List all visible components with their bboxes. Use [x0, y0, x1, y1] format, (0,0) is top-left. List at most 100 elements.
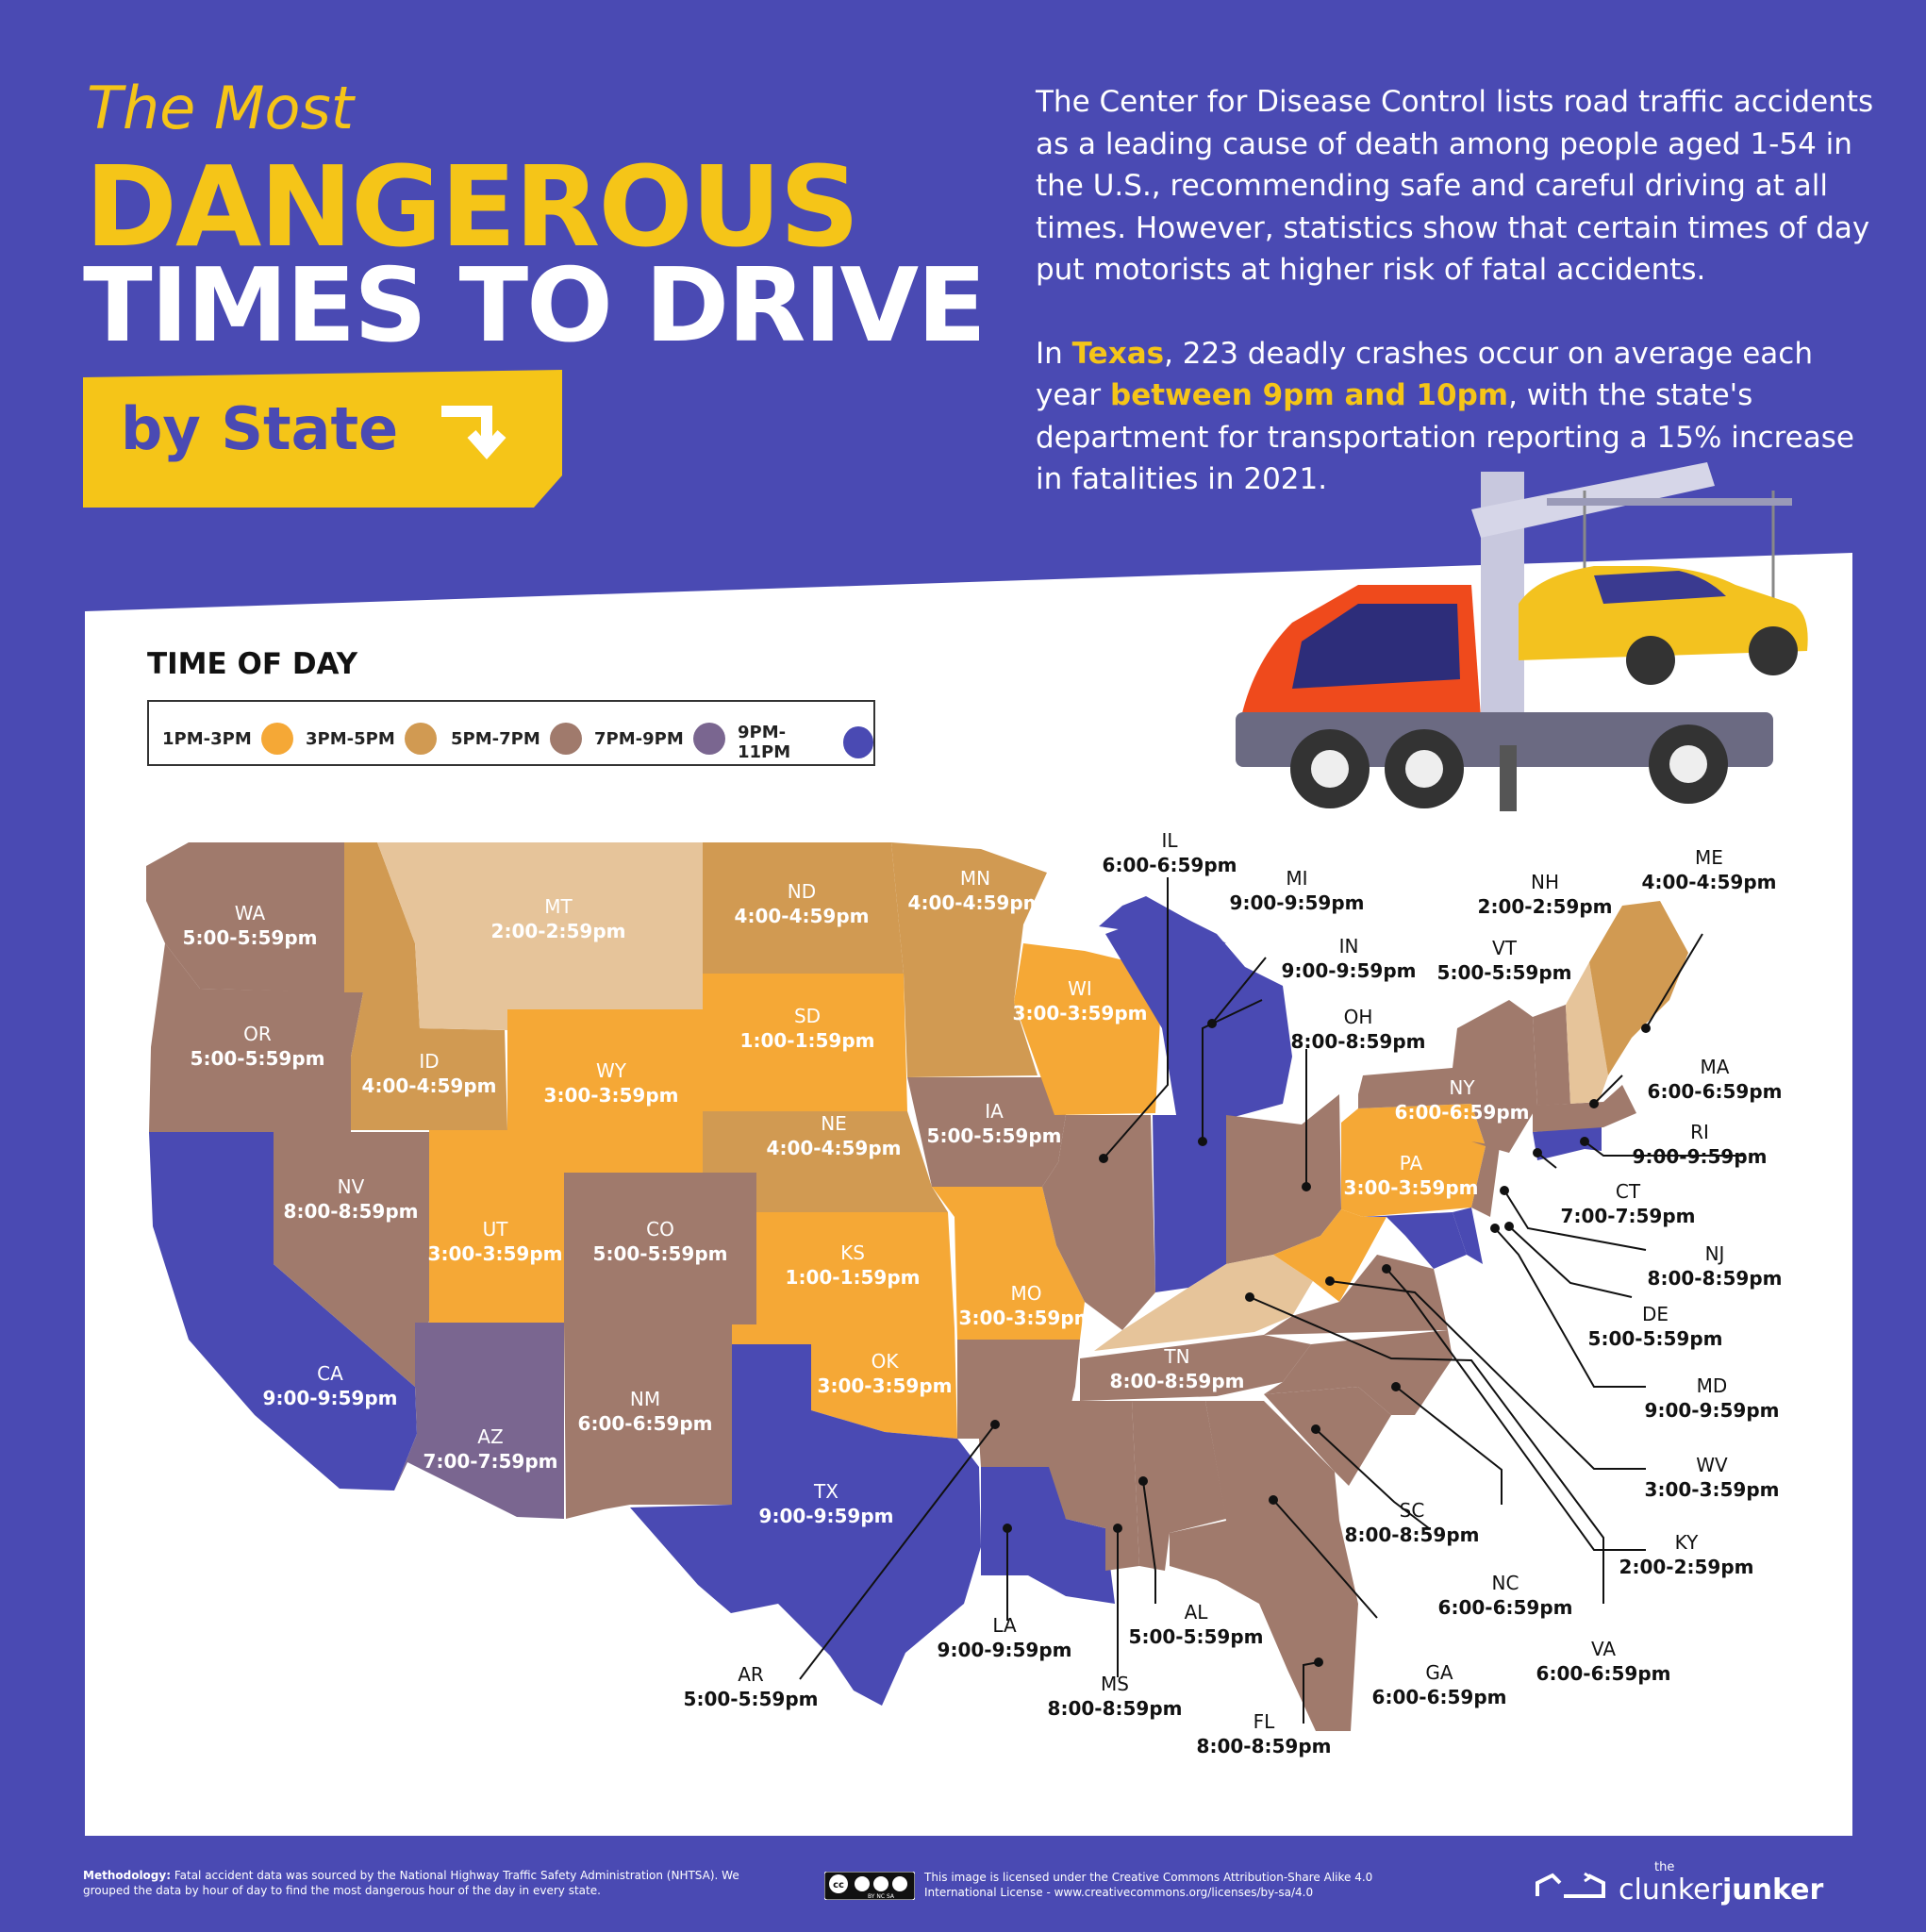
tow-logo-icon	[1536, 1872, 1605, 1898]
state-label-oh: OH 8:00-8:59pm	[1290, 1006, 1426, 1053]
state-shape-nm	[564, 1324, 732, 1519]
state-label-va: VA 6:00-6:59pm	[1536, 1638, 1671, 1685]
highlight-time: between 9pm and 10pm	[1110, 378, 1509, 412]
state-shape-ma	[1533, 1085, 1636, 1132]
state-label-mt: MT 2:00-2:59pm	[490, 895, 626, 942]
ribbon-label: by State	[121, 394, 399, 463]
intro-text: The Center for Disease Control lists roa…	[1036, 81, 1884, 501]
state-label-tn: TN 8:00-8:59pm	[1109, 1345, 1245, 1392]
state-label-md: MD 9:00-9:59pm	[1644, 1374, 1780, 1422]
state-label-mn: MN 4:00-4:59pm	[907, 867, 1043, 914]
state-label-ma: MA 6:00-6:59pm	[1647, 1056, 1783, 1103]
state-shape-al	[1132, 1401, 1226, 1571]
state-shape-ut	[429, 1130, 564, 1323]
title-line-3: TIMES TO DRIVE	[83, 247, 987, 365]
state-shape-wi	[1014, 943, 1160, 1115]
state-shape-sd	[703, 974, 907, 1111]
state-label-ky: KY 2:00-2:59pm	[1619, 1531, 1754, 1578]
legend-item-7pm-9pm: 7PM-9PM	[594, 723, 725, 755]
state-shape-tn	[1080, 1335, 1311, 1401]
state-label-la: LA 9:00-9:59pm	[937, 1614, 1072, 1661]
state-label-ms: MS 8:00-8:59pm	[1047, 1673, 1183, 1720]
state-label-nv: NV 8:00-8:59pm	[283, 1175, 419, 1223]
state-label-de: DE 5:00-5:59pm	[1587, 1303, 1723, 1350]
state-shape-la	[981, 1467, 1115, 1604]
svg-text:BY NC SA: BY NC SA	[868, 1893, 895, 1900]
state-label-sc: SC 8:00-8:59pm	[1344, 1499, 1480, 1546]
state-label-ut: UT 3:00-3:59pm	[427, 1218, 563, 1265]
legend-swatch	[692, 723, 725, 755]
state-shape-wv	[1273, 1209, 1386, 1302]
state-shape-nv	[274, 1132, 429, 1387]
legend: 1PM-3PM 3PM-5PM 5PM-7PM 7PM-9PM 9PM-11PM	[147, 700, 875, 766]
state-label-wy: WY 3:00-3:59pm	[543, 1059, 679, 1107]
state-shape-sc	[1264, 1387, 1391, 1486]
tow-truck-illustration	[1236, 462, 1808, 811]
legend-item-1pm-3pm: 1PM-3PM	[162, 723, 293, 755]
state-shape-ct	[1533, 1127, 1585, 1160]
state-label-in: IN 9:00-9:59pm	[1281, 935, 1417, 982]
state-label-fl: FL 8:00-8:59pm	[1196, 1710, 1332, 1757]
state-label-wv: WV 3:00-3:59pm	[1644, 1454, 1780, 1501]
title-line-2: DANGEROUS	[85, 142, 859, 272]
state-label-ga: GA 6:00-6:59pm	[1371, 1661, 1507, 1708]
state-shape-md	[1363, 1212, 1467, 1269]
intro-paragraph-2: In Texas, 223 deadly crashes occur on av…	[1036, 336, 1854, 497]
turn-arrow-icon	[441, 406, 506, 460]
state-label-co: CO 5:00-5:59pm	[592, 1218, 728, 1265]
state-shape-nj	[1471, 1141, 1500, 1217]
state-shape-ne	[703, 1111, 948, 1212]
legend-swatch	[404, 723, 437, 755]
state-shape-or	[149, 943, 363, 1132]
state-shape-vt	[1533, 1005, 1570, 1106]
state-shape-nd	[703, 842, 904, 974]
state-label-ia: IA 5:00-5:59pm	[926, 1100, 1062, 1147]
state-shape-mi	[1105, 910, 1292, 1132]
state-label-ca: CA 9:00-9:59pm	[262, 1362, 398, 1409]
state-shape-wy	[507, 1009, 703, 1173]
state-shape-mn	[891, 842, 1047, 1077]
state-label-nh: NH 2:00-2:59pm	[1477, 871, 1613, 918]
state-shape-mt	[377, 842, 703, 1030]
state-shape-nh	[1566, 962, 1608, 1104]
state-label-az: AZ 7:00-7:59pm	[423, 1425, 558, 1473]
state-label-tx: TX 9:00-9:59pm	[758, 1480, 894, 1527]
legend-item-9pm-11pm: 9PM-11PM	[738, 723, 873, 762]
legend-title: TIME OF DAY	[147, 647, 358, 681]
leader-lines	[799, 877, 1745, 1724]
state-label-nc: NC 6:00-6:59pm	[1437, 1572, 1573, 1619]
state-shape-de	[1453, 1208, 1483, 1264]
state-shape-ok	[732, 1328, 957, 1439]
methodology-note: Methodology: Fatal accident data was sou…	[83, 1869, 739, 1897]
state-label-il: IL 6:00-6:59pm	[1102, 829, 1237, 876]
state-shape-wa	[146, 842, 344, 992]
state-label-nj: NJ 8:00-8:59pm	[1647, 1242, 1783, 1290]
state-label-mo: MO 3:00-3:59pm	[958, 1282, 1094, 1329]
highlight-state: Texas	[1071, 336, 1165, 371]
state-label-nm: NM 6:00-6:59pm	[577, 1388, 713, 1435]
state-shape-ky	[1094, 1255, 1313, 1351]
license-note: This image is licensed under the Creativ…	[924, 1871, 1373, 1899]
state-label-mi: MI 9:00-9:59pm	[1229, 867, 1365, 914]
state-shape-fl	[1170, 1521, 1358, 1731]
state-label-sd: SD 1:00-1:59pm	[739, 1005, 875, 1052]
state-label-ri: RI 9:00-9:59pm	[1632, 1121, 1768, 1168]
state-label-al: AL 5:00-5:59pm	[1128, 1601, 1264, 1648]
state-shape-il	[1042, 1115, 1155, 1330]
state-label-pa: PA 3:00-3:59pm	[1343, 1152, 1479, 1199]
state-label-ny: NY 6:00-6:59pm	[1394, 1076, 1530, 1124]
state-label-id: ID 4:00-4:59pm	[361, 1050, 497, 1097]
state-shape-pa	[1341, 1104, 1486, 1217]
state-shape-mo	[932, 1187, 1085, 1340]
state-label-me: ME 4:00-4:59pm	[1641, 846, 1777, 893]
state-label-ne: NE 4:00-4:59pm	[766, 1112, 902, 1159]
svg-text:cc: cc	[833, 1880, 844, 1890]
state-label-ar: AR 5:00-5:59pm	[683, 1663, 819, 1710]
state-shape-in	[1153, 1115, 1226, 1292]
legend-swatch	[260, 723, 293, 755]
state-shape-ks	[732, 1212, 955, 1328]
state-shape-ca	[149, 1132, 417, 1491]
state-shape-oh	[1226, 1094, 1341, 1264]
state-label-vt: VT 5:00-5:59pm	[1436, 937, 1572, 984]
state-shape-ga	[1205, 1401, 1339, 1521]
